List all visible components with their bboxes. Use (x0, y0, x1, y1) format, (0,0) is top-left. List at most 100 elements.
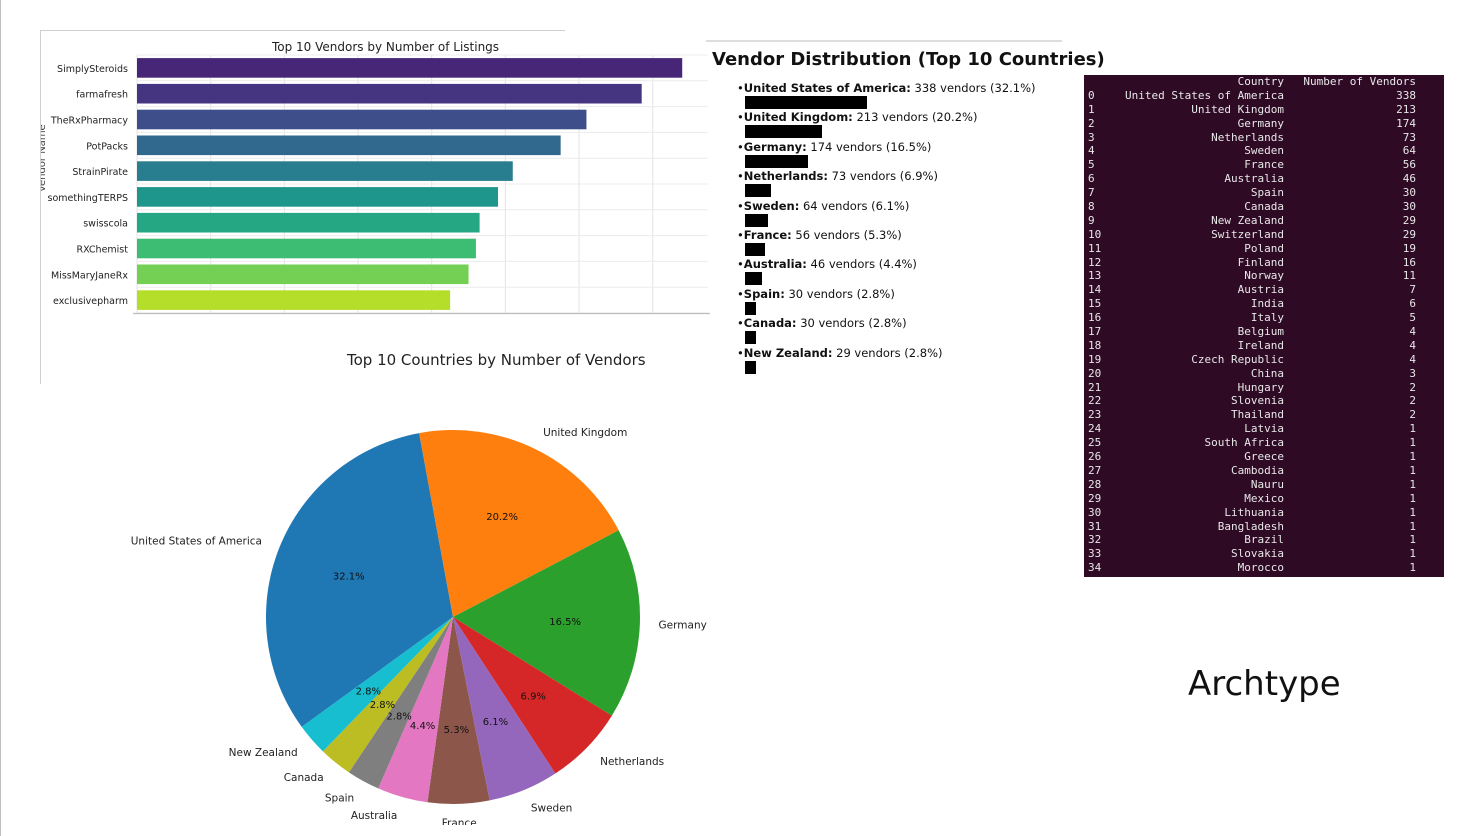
table-index-cell: 34 (1088, 561, 1102, 575)
table-country-cell: Netherlands (1211, 130, 1284, 144)
table-header-row: Country Number of Vendors (1084, 75, 1444, 89)
table-row: 21 Hungary 2 (1084, 381, 1444, 395)
distribution-country: Netherlands: (743, 169, 828, 184)
bar-chart-title: Top 10 Vendors by Number of Listings (271, 40, 499, 54)
table-row: 10 Switzerland 29 (1084, 228, 1444, 242)
pie-label: Germany (659, 620, 707, 632)
vendor-tick-label: farmafresh (76, 90, 128, 101)
bar-5 (137, 187, 499, 207)
table-country-cell: Brazil (1244, 533, 1284, 547)
vendor-tick-label: StrainPirate (72, 167, 128, 178)
distribution-detail: 73 vendors (6.9%) (827, 169, 938, 184)
table-country-cell: Belgium (1237, 325, 1284, 339)
pie-label: United Kingdom (543, 427, 627, 439)
table-index-cell: 30 (1088, 505, 1102, 519)
table-row: 9 New Zealand 29 (1084, 214, 1444, 228)
pie-label: Canada (284, 772, 324, 784)
table-country-cell: Greece (1244, 450, 1284, 464)
bar-6 (137, 212, 480, 233)
table-index-cell: 7 (1088, 186, 1095, 200)
table-country-cell: Cambodia (1231, 463, 1284, 477)
pie-percent-label: 6.1% (483, 717, 508, 728)
table-row: 0 United States of America 338 (1084, 89, 1444, 103)
table-vendor-count-cell: 4 (1409, 338, 1416, 352)
distribution-item-text: •Spain: 30 vendors (2.8%) (737, 287, 1036, 301)
table-index-cell: 31 (1088, 519, 1102, 533)
table-index-cell: 9 (1088, 213, 1095, 227)
table-country-cell: Germany (1237, 116, 1284, 130)
table-index-cell: 2 (1088, 116, 1095, 130)
distribution-list: •United States of America: 338 vendors (… (737, 81, 1036, 375)
distribution-item-text: •Canada: 30 vendors (2.8%) (737, 316, 1036, 330)
table-vendor-count-cell: 1 (1409, 519, 1416, 533)
distribution-item-text: •United Kingdom: 213 vendors (20.2%) (737, 110, 1036, 124)
table-country-cell: Morocco (1237, 561, 1284, 575)
pie-percent-label: 32.1% (333, 571, 365, 582)
table-vendor-count-cell: 29 (1402, 227, 1416, 241)
vendor-tick-label: swisscola (83, 219, 128, 230)
table-index-cell: 21 (1088, 380, 1102, 394)
distribution-country: Sweden: (743, 198, 800, 213)
table-vendor-count-cell: 11 (1402, 269, 1416, 283)
pie-percent-label: 2.8% (386, 711, 411, 722)
pie-slice-4 (453, 617, 556, 801)
table-vendor-count-cell: 73 (1402, 130, 1416, 144)
pie-percent-label: 20.2% (486, 512, 518, 523)
table-vendor-count-cell: 1 (1409, 436, 1416, 450)
table-index-cell: 25 (1088, 436, 1102, 450)
distribution-country: New Zealand: (743, 345, 833, 360)
pie-label: France (442, 818, 477, 825)
overlap-mask (130, 326, 710, 384)
bar-4 (137, 161, 513, 181)
country-table-terminal: Country Number of Vendors 0 United States… (1084, 75, 1444, 577)
table-row: 12 Finland 16 (1084, 256, 1444, 270)
table-index-cell: 10 (1088, 227, 1102, 241)
table-country-cell: United States of America (1125, 88, 1284, 102)
pie-slice-7 (348, 617, 453, 789)
distribution-item-text: •New Zealand: 29 vendors (2.8%) (737, 346, 1036, 360)
table-index-cell: 27 (1088, 463, 1102, 477)
table-index-cell: 14 (1088, 283, 1102, 297)
table-country-cell: Sweden (1244, 144, 1284, 158)
table-country-cell: Hungary (1237, 380, 1284, 394)
vendor-distribution-panel: Vendor Distribution (Top 10 Countries) •… (706, 40, 1105, 382)
bar-9 (137, 290, 451, 310)
vendor-tick-label: MissMaryJaneRx (51, 270, 128, 281)
table-vendor-count-cell: 1 (1409, 505, 1416, 519)
table-vendor-count-cell: 2 (1409, 394, 1416, 408)
distribution-country: Canada: (743, 316, 797, 331)
country-pie-chart: United States of America 32.1% United King… (131, 427, 707, 825)
table-index-cell: 29 (1088, 491, 1102, 505)
bullet-icon: • (737, 227, 744, 242)
table-row: 17 Belgium 4 (1084, 325, 1444, 339)
table-vendor-count-cell: 4 (1409, 325, 1416, 339)
table-country-cell: Latvia (1244, 422, 1284, 436)
table-row: 7 Spain 30 (1084, 186, 1444, 200)
table-country-cell: United Kingdom (1191, 102, 1284, 116)
table-country-cell: Spain (1250, 186, 1284, 200)
table-vendor-count-cell: 46 (1402, 172, 1416, 186)
bar-3 (137, 135, 561, 156)
table-index-cell: 4 (1088, 144, 1095, 158)
table-index-cell: 11 (1088, 241, 1102, 255)
pie-chart-title: Top 10 Countries by Number of Vendors (347, 351, 646, 369)
vendor-bar-chart: SimplySteroids farmafresh TheRxPharmacy Pot… (40, 30, 710, 384)
table-vendor-count-cell: 56 (1402, 158, 1416, 172)
bullet-icon: • (737, 81, 744, 95)
table-vendor-count-cell: 5 (1409, 311, 1416, 325)
bar-2 (137, 109, 587, 130)
vendor-tick-label: TheRxPharmacy (50, 116, 129, 127)
table-index-cell: 6 (1088, 172, 1095, 186)
vendor-tick-label: PotPacks (86, 141, 128, 152)
table-country-cell: France (1244, 158, 1284, 172)
table-index-cell: 1 (1088, 102, 1095, 116)
distribution-bar (745, 331, 756, 345)
distribution-bar (745, 96, 867, 109)
distribution-item-text: •France: 56 vendors (5.3%) (737, 228, 1036, 242)
table-row: 34 Morocco 1 (1084, 561, 1444, 575)
bullet-icon: • (737, 139, 744, 154)
table-row: 14 Austria 7 (1084, 283, 1444, 297)
table-row: 3 Netherlands 73 (1084, 131, 1444, 145)
table-row: 19 Czech Republic 4 (1084, 353, 1444, 367)
table-index-cell: 3 (1088, 130, 1095, 144)
